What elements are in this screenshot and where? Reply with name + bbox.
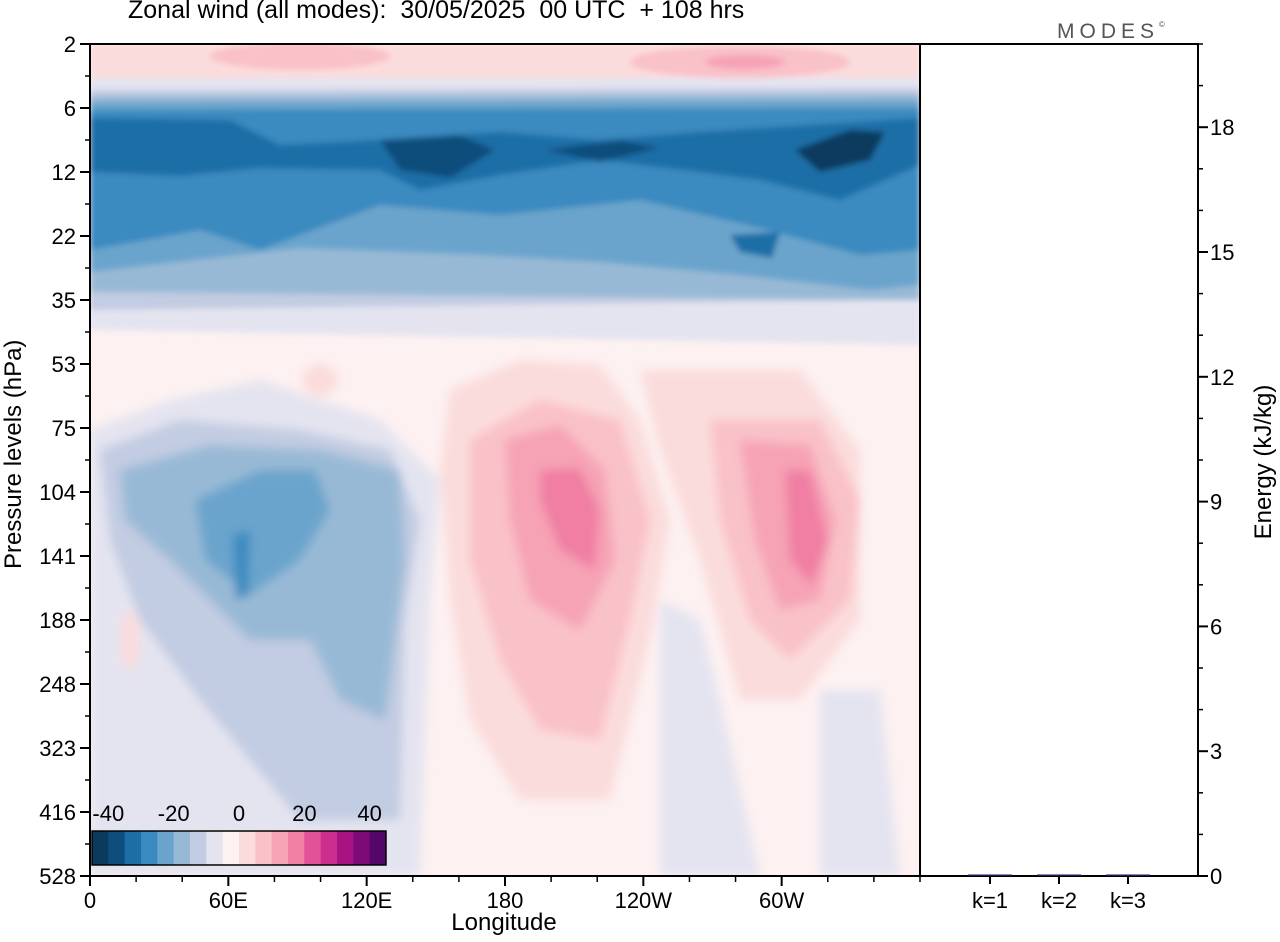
- energy-axis: 0 3 6 9 12 15 18: [1198, 43, 1234, 889]
- energy-panel-frame: [919, 43, 1199, 877]
- colorbar-swatch: [255, 831, 273, 865]
- colorbar-tick-label: 20: [292, 801, 316, 826]
- y-tick-label: 35: [52, 288, 76, 313]
- pressure-axis: 2 6 12 22 35 53 75 104 141 188 248 323 416 528: [39, 32, 90, 889]
- energy-bar: [1106, 874, 1150, 876]
- longitude-axis: 0 60E 120E 180 120W 60W: [84, 876, 921, 913]
- energy-axis-label: Energy (kJ/kg): [1250, 384, 1277, 540]
- colorbar-tick-label: -40: [92, 801, 124, 826]
- x-tick-label: 180: [487, 888, 524, 913]
- colorbar: -40 -20 0 20 40: [91, 801, 387, 866]
- zonal-wind-heatmap: [90, 44, 920, 876]
- colorbar-swatch: [206, 831, 224, 865]
- x-tick-label: 120W: [615, 888, 673, 913]
- energy-category-label: k=2: [1041, 888, 1077, 913]
- energy-tick-label: 9: [1210, 490, 1222, 515]
- energy-tick-label: 0: [1210, 864, 1222, 889]
- energy-tick-label: 6: [1210, 614, 1222, 639]
- colorbar-swatch: [222, 831, 240, 865]
- y-tick-label: 2: [64, 32, 76, 57]
- y-tick-label: 6: [64, 96, 76, 121]
- colorbar-swatch: [92, 831, 109, 865]
- colorbar-swatch: [239, 831, 256, 865]
- y-tick-label: 75: [52, 416, 76, 441]
- energy-category-label: k=1: [972, 888, 1008, 913]
- y-axis-label: Pressure levels (hPa): [0, 339, 27, 569]
- energy-tick-label: 18: [1210, 115, 1234, 140]
- colorbar-swatch: [337, 831, 354, 865]
- chart-title: Zonal wind (all modes): 30/05/2025 00 UT…: [128, 0, 745, 24]
- colorbar-tick-label: -20: [158, 801, 190, 826]
- y-tick-label: 53: [52, 352, 76, 377]
- colorbar-swatch: [108, 831, 126, 865]
- colorbar-swatch: [141, 831, 158, 865]
- y-tick-label: 188: [39, 608, 76, 633]
- x-tick-label: 60E: [209, 888, 248, 913]
- energy-tick-label: 15: [1210, 240, 1234, 265]
- colorbar-swatch: [369, 831, 387, 865]
- brand-name: MODES: [1057, 20, 1160, 43]
- colorbar-swatch: [288, 831, 305, 865]
- y-tick-label: 141: [39, 544, 76, 569]
- colorbar-swatch: [173, 831, 191, 865]
- y-tick-label: 416: [39, 800, 76, 825]
- y-tick-label: 248: [39, 672, 76, 697]
- colorbar-swatch: [320, 831, 338, 865]
- brand-mark: ©: [1159, 20, 1165, 29]
- colorbar-tick-label: 0: [233, 801, 245, 826]
- x-tick-label: 60W: [759, 888, 804, 913]
- y-tick-label: 104: [39, 480, 76, 505]
- x-tick-label: 0: [84, 888, 96, 913]
- y-tick-label: 528: [39, 864, 76, 889]
- x-axis-label: Longitude: [451, 909, 557, 936]
- energy-tick-label: 3: [1210, 739, 1222, 764]
- colorbar-swatch: [190, 831, 207, 865]
- colorbar-swatch: [271, 831, 289, 865]
- energy-category-label: k=3: [1110, 888, 1146, 913]
- colorbar-tick-label: 40: [357, 801, 381, 826]
- colorbar-swatch: [304, 831, 322, 865]
- y-tick-label: 12: [52, 160, 76, 185]
- x-tick-label: 120E: [341, 888, 392, 913]
- energy-bar: [968, 874, 1012, 876]
- colorbar-swatch: [157, 831, 175, 865]
- y-tick-label: 323: [39, 736, 76, 761]
- modes-logo: MODES©: [1057, 20, 1165, 44]
- y-tick-label: 22: [52, 224, 76, 249]
- colorbar-swatch: [124, 831, 142, 865]
- energy-bar: [1037, 874, 1081, 876]
- energy-tick-label: 12: [1210, 365, 1234, 390]
- colorbar-swatch: [353, 831, 371, 865]
- energy-bars: k=1 k=2 k=3: [968, 874, 1150, 913]
- colorbar-frame: [91, 830, 387, 866]
